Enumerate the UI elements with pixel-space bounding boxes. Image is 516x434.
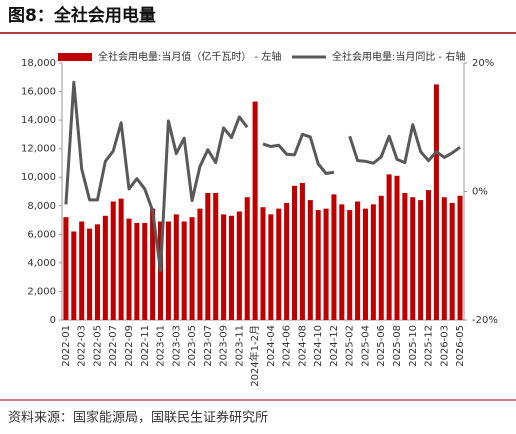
bar	[378, 195, 384, 320]
y-tick-label: 12,000	[21, 144, 56, 155]
x-tick-label: 2024-08	[297, 325, 308, 367]
bar	[386, 174, 392, 320]
y2-tick-label: -20%	[472, 315, 498, 326]
bar	[418, 200, 424, 320]
bar	[284, 202, 290, 320]
x-tick-label: 2022-07	[108, 325, 119, 367]
bar	[252, 101, 258, 320]
x-tick-label: 2023-03	[171, 325, 182, 367]
x-tick-label: 2025-10	[408, 325, 419, 367]
y-tick-label: 0	[50, 315, 56, 326]
bar	[228, 215, 234, 320]
bar	[441, 197, 447, 320]
x-tick-label: 2024年1-2月	[248, 325, 261, 387]
bar	[355, 201, 361, 320]
y-tick-label: 18,000	[21, 58, 56, 69]
bar	[292, 185, 298, 320]
bar	[142, 222, 148, 320]
x-tick-label: 2023-07	[203, 325, 214, 367]
line	[64, 80, 461, 273]
bar	[173, 214, 179, 320]
y-tick-label: 2,000	[27, 286, 56, 297]
bar	[134, 222, 140, 320]
x-tick-label: 2026-03	[439, 325, 450, 367]
bar	[236, 211, 242, 320]
x-tick-label: 2024-04	[266, 325, 277, 367]
bar	[189, 217, 195, 320]
bar	[362, 208, 368, 320]
x-tick-label: 2022-11	[140, 325, 151, 367]
bar	[402, 192, 408, 320]
bar	[244, 197, 250, 320]
x-tick-label: 2025-08	[392, 325, 403, 367]
bar	[339, 204, 345, 320]
bar	[394, 175, 400, 320]
x-tick-label: 2025-12	[424, 325, 435, 367]
x-tick-label: 2023-01	[156, 325, 167, 367]
bar	[94, 224, 100, 320]
bar	[260, 207, 266, 320]
bar	[457, 195, 463, 320]
x-tick-label: 2024-12	[329, 325, 340, 367]
bar	[205, 192, 211, 320]
x-tick-label: 2023-05	[187, 325, 198, 367]
bar	[221, 214, 227, 320]
bar	[79, 221, 85, 320]
y-tick-label: 10,000	[21, 172, 56, 183]
y-tick-label: 4,000	[27, 258, 56, 269]
x-tick-label: 2022-09	[124, 325, 135, 367]
y2-tick-label: 20%	[472, 58, 494, 69]
bar	[433, 84, 439, 321]
x-tick-label: 2022-05	[92, 325, 103, 367]
bar	[118, 198, 124, 320]
bar	[299, 182, 305, 320]
y-tick-label: 14,000	[21, 115, 56, 126]
x-tick-label: 2024-10	[313, 325, 324, 367]
x-tick-label: 2025-06	[376, 325, 387, 367]
bar	[87, 228, 93, 320]
y-tick-label: 6,000	[27, 229, 56, 240]
bar	[315, 210, 321, 320]
x-tick-label: 2025-04	[360, 325, 371, 367]
y2-tick-label: 0%	[472, 187, 488, 198]
bar	[102, 215, 108, 320]
legend-swatch	[58, 53, 92, 61]
x-tick-label: 2022-01	[61, 325, 72, 367]
y-tick-label: 8,000	[27, 201, 56, 212]
bar	[197, 208, 203, 320]
x-tick-label: 2026-05	[455, 325, 466, 367]
bar	[165, 221, 171, 320]
bar	[63, 217, 69, 320]
bar	[213, 192, 219, 320]
bar	[331, 194, 337, 320]
y-tick-label: 16,000	[21, 87, 56, 98]
source: 资料来源：国家能源局，国联民生证券研究所	[8, 410, 268, 426]
bar	[268, 214, 274, 320]
bar	[307, 200, 313, 320]
bar	[276, 208, 282, 320]
x-tick-label: 2023-11	[234, 325, 245, 367]
bar	[370, 204, 376, 320]
bar	[410, 197, 416, 320]
bar	[126, 218, 132, 320]
legend-label: 全社会用电量:当月同比 - 右轴	[332, 50, 465, 63]
x-tick-label: 2024-06	[282, 325, 293, 367]
bar	[181, 221, 187, 320]
bar	[426, 190, 432, 320]
chart-title: 图8：全社会用电量	[8, 5, 156, 26]
bar	[110, 201, 116, 320]
bar	[323, 208, 329, 320]
bar	[347, 210, 353, 320]
legend-label: 全社会用电量:当月值（亿千瓦时） - 左轴	[98, 50, 281, 63]
bar	[71, 231, 77, 320]
x-tick-label: 2025-02	[345, 325, 356, 367]
bar	[150, 208, 156, 320]
bar	[449, 202, 455, 320]
x-tick-label: 2023-09	[219, 325, 230, 367]
x-tick-label: 2022-03	[77, 325, 88, 367]
